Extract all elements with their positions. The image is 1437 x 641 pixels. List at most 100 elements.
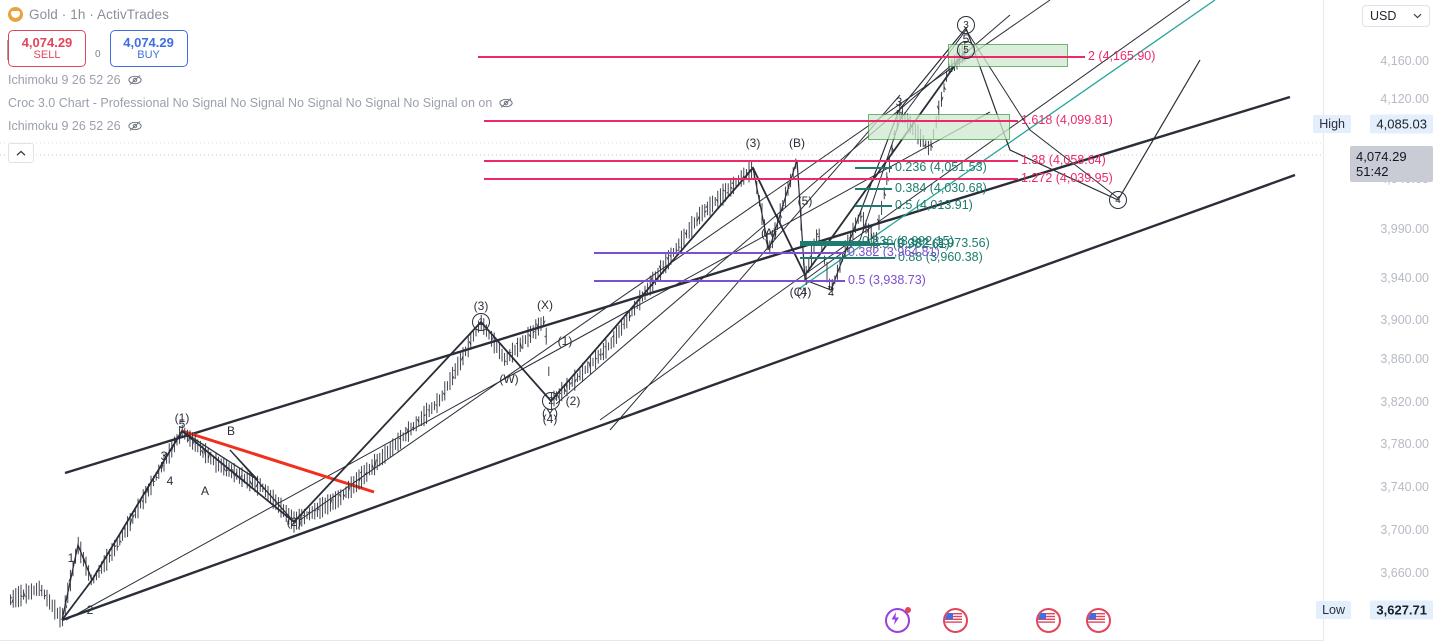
price-bar-tick [588,361,591,369]
supply-demand-zone[interactable] [948,44,1068,67]
hide-eye-icon[interactable] [499,96,513,110]
wave-label: (A) [761,226,777,240]
price-bar-tick [179,434,182,439]
symbol-title[interactable]: Gold · 1h · ActivTrades [29,7,169,22]
price-bar-tick [629,314,632,319]
fib-level-line[interactable] [484,160,1018,162]
wave-label: 2 [827,284,835,298]
price-bar-tick [795,162,798,165]
us-flag-event-icon[interactable] [1086,608,1111,633]
wave-label: (2) [565,394,581,408]
sell-button[interactable]: 4,074.29 SELL [8,30,86,67]
buy-button[interactable]: 4,074.29 BUY [109,30,188,67]
price-axis[interactable]: USD 4,160.004,120.004,040.003,990.003,94… [1313,0,1437,641]
fib-level-line[interactable] [855,205,892,207]
fib-level-label: 0.236 (4,051.53) [895,160,987,174]
wave-label: (3) [473,299,489,313]
price-bar-tick [731,181,734,185]
wave-label: (1) [557,334,573,348]
us-flag-event-icon[interactable] [943,608,968,633]
price-bar-tick [364,471,368,475]
fib-level-line[interactable] [855,167,892,169]
price-bar-tick [406,428,409,435]
price-bar-tick [751,166,754,170]
price-bar-tick [353,480,356,484]
indicator-row-0[interactable]: Ichimoku 9 26 52 26 [8,70,513,90]
fib-level-line[interactable] [855,188,892,190]
price-axis-tick: 4,160.00 [1380,54,1429,68]
price-bar-tick [658,265,661,270]
low-tag: Low [1316,601,1351,619]
guide-line-1 [65,111,991,621]
price-bar-tick [504,360,507,363]
wave-label: 4 [166,474,174,488]
price-bar-tick [570,382,573,384]
circled-wave-label: 5 [957,41,975,59]
price-bar-tick [207,452,211,460]
sell-price: 4,074.29 [21,34,73,50]
fib-level-line[interactable] [800,241,870,243]
wave-label: 2 [86,603,94,617]
indicator-row-1[interactable]: Croc 3.0 Chart - Professional No Signal … [8,93,513,113]
price-axis-tick: 3,820.00 [1380,395,1429,409]
currency-select[interactable]: USD [1362,5,1430,27]
price-bar-tick [930,144,933,148]
price-bar-tick [68,578,71,582]
low-value: 3,627.71 [1370,600,1433,620]
price-bar-tick [870,233,874,240]
price-bar-tick [359,471,362,474]
fib-level-line[interactable] [800,257,895,259]
price-axis-tick: 3,780.00 [1380,437,1429,451]
price-bar-tick [20,595,23,598]
price-bar-tick [330,498,333,505]
price-bar-tick [769,246,772,249]
price-bar-tick [777,219,780,223]
wave-label: (2) [286,515,302,529]
price-bar-tick [201,449,204,454]
hide-eye-icon[interactable] [127,73,142,87]
price-axis-tick: 3,860.00 [1380,352,1429,366]
wave-label: (C) [789,285,807,299]
fib-level-label: 0.236 (3,992.15) [862,234,954,248]
price-bar-tick [697,216,700,219]
circled-wave-label: 3 [957,16,975,34]
current-price-badge[interactable]: 4,074.29 51:42 [1350,146,1433,182]
guide-line-4 [599,0,1191,421]
fib-level-label: 1.38 (4,058.64) [1021,153,1106,167]
chart-plot-area[interactable]: 2 (4,165.90) 1.618 (4,099.81) 1.38 (4,058.… [0,0,1324,641]
us-flag-event-icon[interactable] [1036,608,1061,633]
symbol-name: Gold [29,6,58,22]
price-bar-tick [730,186,733,190]
fib-level-line[interactable] [484,178,1018,180]
fib-level-line[interactable] [800,244,880,246]
wave-label: (3) [745,136,761,150]
hide-eye-icon[interactable] [127,119,142,133]
collapse-legend-button[interactable] [8,143,34,163]
price-bar-tick [684,232,687,236]
wave-label: 3 [895,95,903,109]
price-bar-tick [923,143,927,147]
fib-level-line[interactable] [478,56,1085,58]
price-bar-tick [44,594,47,597]
wave-label: 5 [178,417,186,431]
wave-label: (X) [537,298,553,312]
wave-label: B [226,424,236,438]
price-bar-tick [544,335,547,338]
price-bar-tick [669,255,672,257]
fib-level-line[interactable] [594,252,845,254]
price-bar-tick [765,239,768,245]
indicator-row-2[interactable]: Ichimoku 9 26 52 26 [8,116,513,136]
price-bar-tick [599,354,601,356]
price-bar-tick [64,601,68,609]
lightning-event-icon[interactable] [885,607,911,633]
price-bar-tick [705,205,708,209]
price-bar-tick [831,283,835,286]
fib-level-line[interactable] [594,280,845,282]
fib-level-line[interactable] [484,120,1018,122]
supply-demand-zone[interactable] [868,114,1010,140]
price-bar-tick [877,218,880,224]
symbol-row[interactable]: Gold · 1h · ActivTrades [8,4,513,24]
price-bar-tick [164,455,167,460]
bar-countdown: 51:42 [1356,164,1389,179]
